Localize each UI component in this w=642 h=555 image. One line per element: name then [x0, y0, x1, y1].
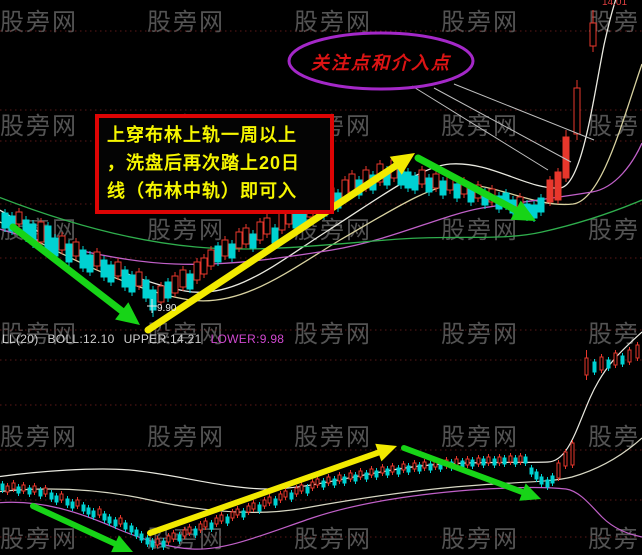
trend-arrow-shaft — [30, 503, 120, 548]
trend-arrow-head — [375, 443, 397, 462]
annotation-box: 上穿布林上轨一周以上 ，洗盘后再次踏上20日 线（布林中轨）即可入 — [95, 114, 334, 214]
band-line-long-ma — [0, 196, 642, 250]
annotation-line: 线（布林中轨）即可入 — [107, 181, 297, 201]
trend-arrow-head — [111, 535, 133, 553]
annotation-line: 上穿布林上轨一周以上 — [107, 125, 297, 145]
trend-arrow-shaft — [401, 445, 528, 496]
callout-pointer-line — [453, 83, 595, 141]
band-line-lower-band — [0, 487, 642, 550]
boll-value: BOLL:12.10 — [47, 332, 115, 346]
trend-arrow-head — [389, 153, 415, 175]
trend-arrow-shaft — [9, 223, 127, 316]
callout-pointer-line — [433, 87, 572, 163]
trend-arrow-head — [115, 302, 140, 325]
low-price-label: 9.90 — [157, 303, 177, 314]
trend-arrow-shaft — [147, 448, 384, 536]
high-price-label: 14.01 — [602, 0, 628, 8]
callout-pointer-line — [411, 85, 549, 171]
annotation-line: ，洗盘后再次踏上20日 — [107, 153, 301, 173]
boll-lower: LOWER:9.98 — [210, 332, 285, 346]
callout-ellipse-label: 关注点和介入点 — [311, 53, 451, 73]
band-line-mid-band — [0, 437, 642, 513]
callout-ellipse — [287, 31, 475, 91]
band-line-upper-band — [0, 331, 642, 490]
boll-upper: UPPER:14.21 — [123, 332, 202, 346]
trend-arrow-head — [510, 200, 536, 221]
trend-arrow-head — [519, 483, 541, 501]
boll-indicator-readout: LL(20) BOLL:12.10 UPPER:14.21 LOWER:9.98 — [2, 332, 293, 346]
trend-arrow-shaft — [144, 161, 401, 334]
trend-arrow-shaft — [414, 154, 521, 215]
boll-period: LL(20) — [2, 332, 39, 346]
